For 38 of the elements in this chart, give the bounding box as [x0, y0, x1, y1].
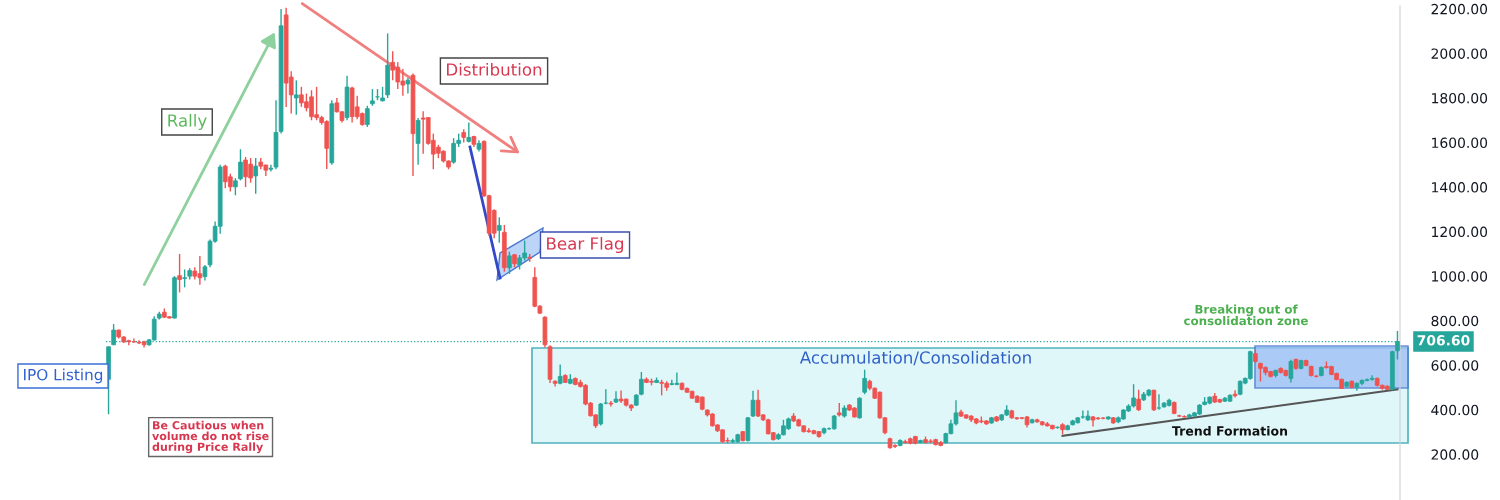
- candlestick: [390, 50, 396, 81]
- candlestick: [177, 253, 182, 294]
- candlestick: [466, 121, 472, 144]
- annotation: Accumulation/Consolidation: [799, 350, 1031, 366]
- annotation: Rally: [168, 113, 207, 131]
- text: IPO Listing: [24, 368, 103, 384]
- y-tick-label: 200.00: [1431, 449, 1479, 460]
- candlestick: [598, 402, 604, 427]
- candlestick: [365, 105, 370, 128]
- candlestick: [238, 148, 243, 182]
- y-tick-label: 1400.00: [1432, 182, 1488, 193]
- candlestick: [253, 157, 259, 195]
- candlestick: [750, 390, 756, 418]
- annotation: Be Cautious when volume do not rise during Price Rally: [152, 420, 269, 454]
- candlestick: [405, 77, 411, 95]
- y-tick-label: 600.00: [1431, 360, 1479, 371]
- annotation: Breaking out of consolidation zone: [1184, 304, 1308, 326]
- y-tick-label: 1000.00: [1432, 271, 1488, 282]
- candlestick: [293, 79, 299, 116]
- candlestick: [1288, 358, 1294, 384]
- candlestick: [496, 216, 502, 244]
- candlestick: [1232, 389, 1238, 399]
- annotation: Trend Formation: [1172, 425, 1288, 436]
- candlestick: [1136, 389, 1141, 412]
- y-tick-label: 1600.00: [1432, 137, 1488, 148]
- annotation: Bear Flag: [547, 236, 624, 254]
- candlestick: [857, 396, 862, 420]
- y-tick-label: 2000.00: [1431, 48, 1488, 59]
- y-tick-label: 1800.00: [1432, 92, 1488, 104]
- ref-line-label: 706.60: [1417, 335, 1470, 346]
- annotation: Distribution: [447, 62, 542, 76]
- candlestick: [507, 250, 512, 275]
- candlestick: [862, 369, 867, 395]
- y-tick-label: 400.00: [1431, 404, 1479, 416]
- y-tick-label: 800.00: [1431, 315, 1479, 327]
- candlestick: [415, 117, 421, 166]
- y-tick-label: 2200.00: [1431, 3, 1488, 15]
- y-tick-label: 1200.00: [1432, 226, 1488, 238]
